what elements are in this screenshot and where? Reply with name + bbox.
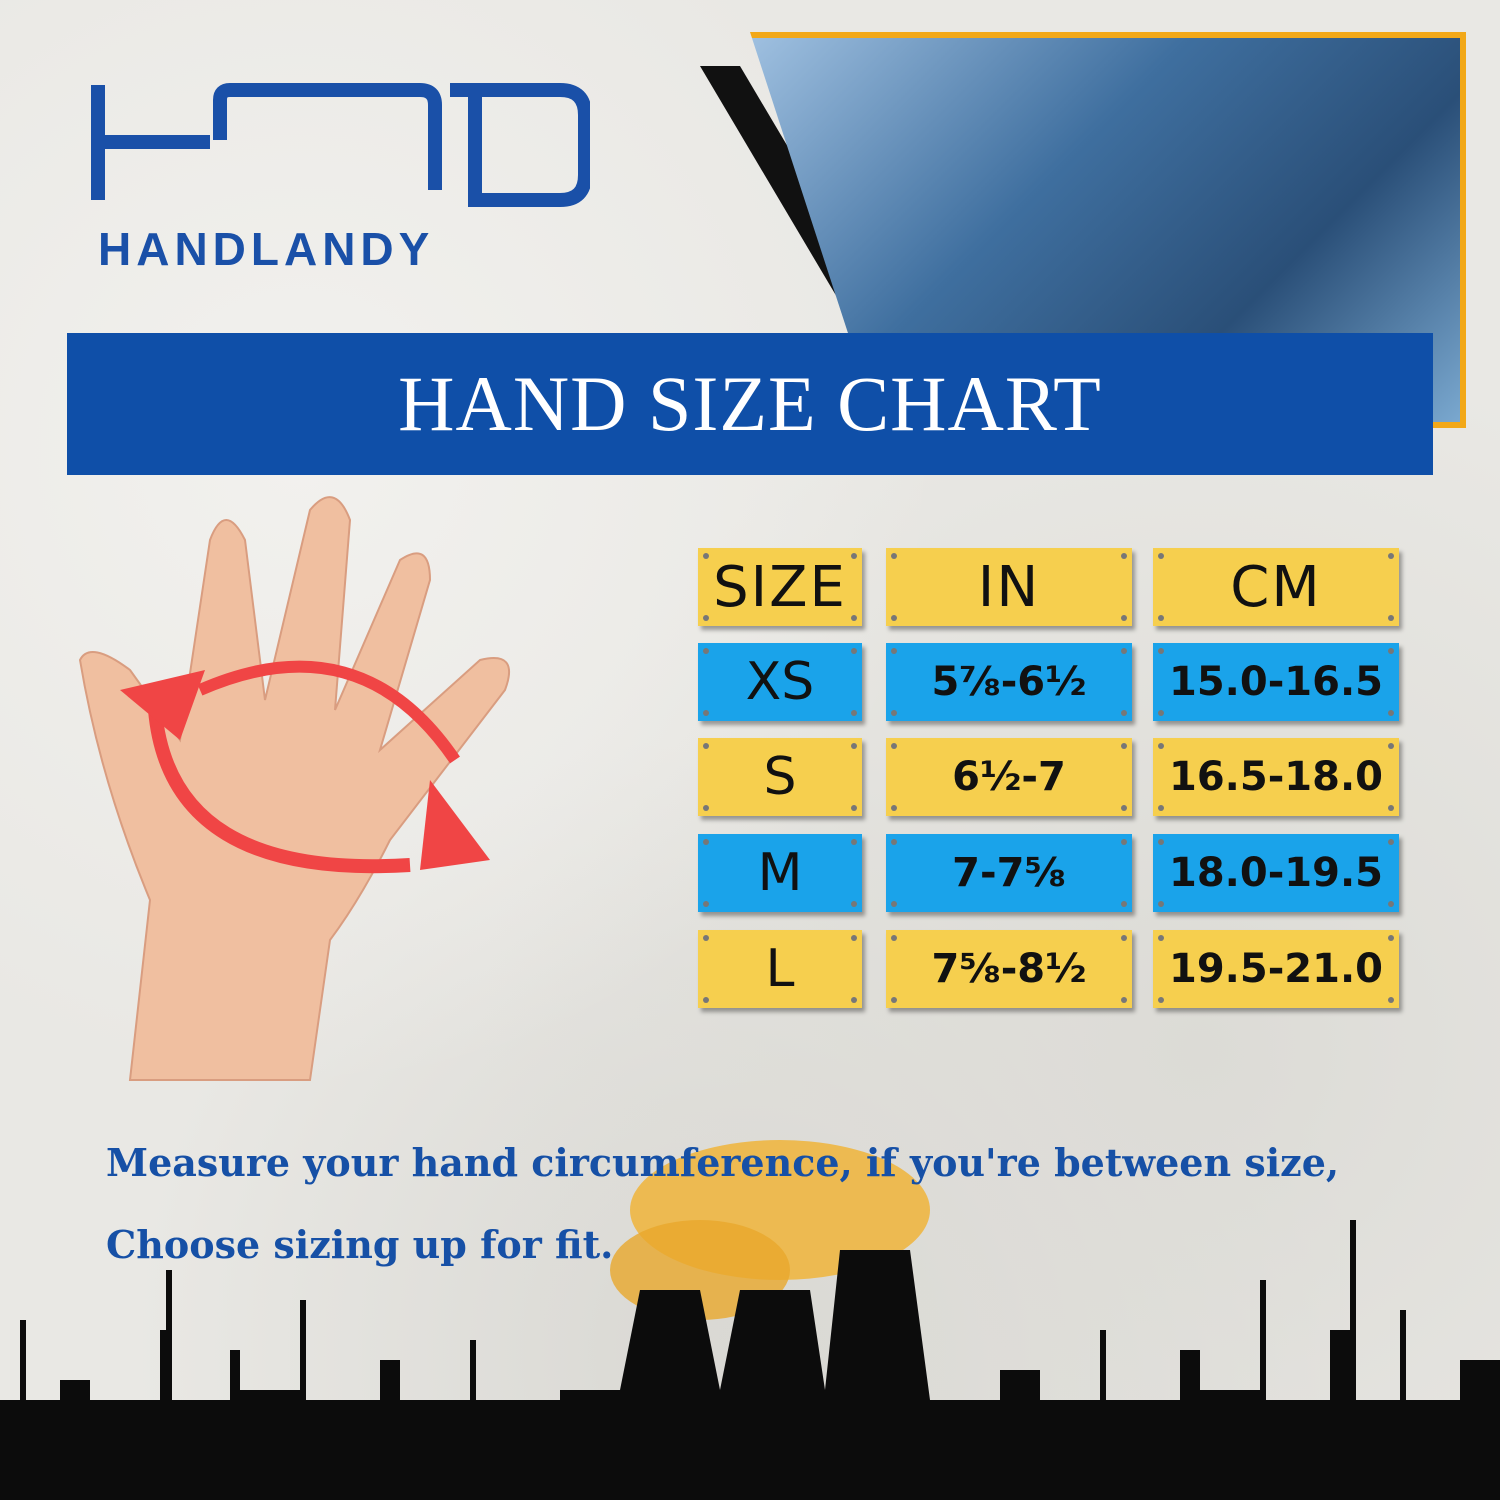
industrial-skyline bbox=[0, 1140, 1500, 1500]
row-m-size: M bbox=[698, 834, 862, 912]
header-size: SIZE bbox=[698, 548, 862, 626]
brand-name: HANDLANDY bbox=[98, 223, 435, 275]
header-cm: CM bbox=[1153, 548, 1399, 626]
row-m-in: 7-7⅝ bbox=[886, 834, 1132, 912]
row-m-cm: 18.0-19.5 bbox=[1153, 834, 1399, 912]
row-l-cm: 19.5-21.0 bbox=[1153, 930, 1399, 1008]
row-s-size: S bbox=[698, 738, 862, 816]
title-banner: HAND SIZE CHART bbox=[67, 333, 1433, 475]
row-s-in: 6½-7 bbox=[886, 738, 1132, 816]
row-l-size: L bbox=[698, 930, 862, 1008]
measure-arrow-icon bbox=[148, 709, 411, 874]
row-xs-size: XS bbox=[698, 643, 862, 721]
brand-logo-mark bbox=[91, 83, 590, 207]
header-in: IN bbox=[886, 548, 1132, 626]
instruction-line-2: Choose sizing up for fit. bbox=[106, 1222, 614, 1267]
row-xs-cm: 15.0-16.5 bbox=[1153, 643, 1399, 721]
row-s-cm: 16.5-18.0 bbox=[1153, 738, 1399, 816]
row-xs-in: 5⅞-6½ bbox=[886, 643, 1132, 721]
instruction-line-1: Measure your hand circumference, if you'… bbox=[106, 1140, 1340, 1185]
page-title: HAND SIZE CHART bbox=[398, 360, 1102, 447]
row-l-in: 7⅝-8½ bbox=[886, 930, 1132, 1008]
hand-illustration bbox=[78, 496, 510, 1081]
